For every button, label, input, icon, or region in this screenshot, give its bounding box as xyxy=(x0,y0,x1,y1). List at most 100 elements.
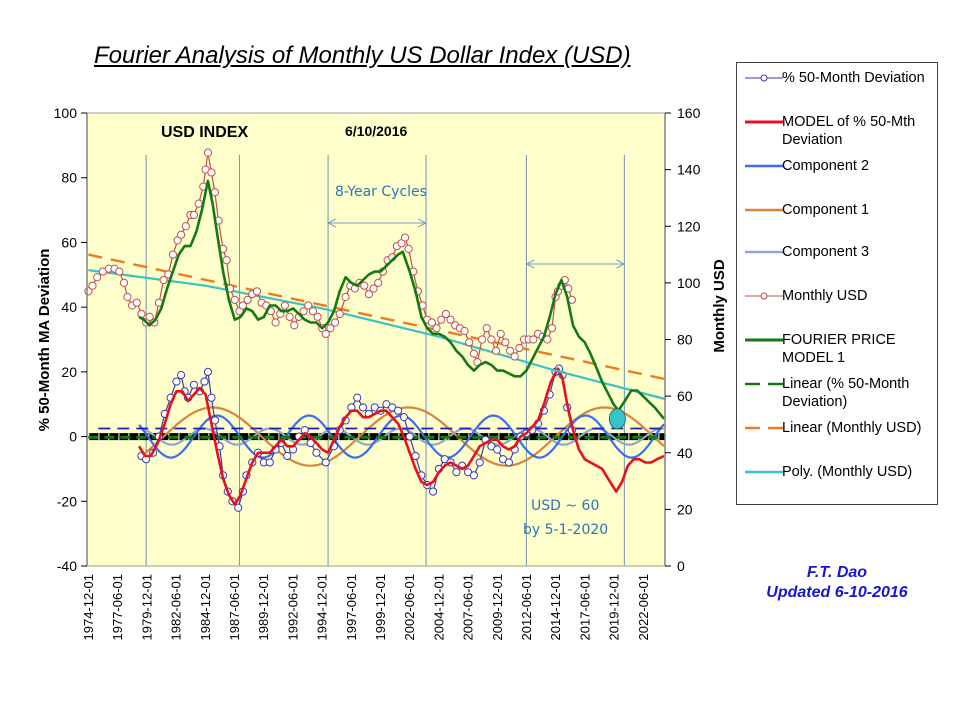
50-month-deviation-point xyxy=(207,393,216,402)
series-layer xyxy=(84,148,666,512)
monthly-usd-point xyxy=(374,278,383,287)
50-month-deviation-point xyxy=(399,413,408,422)
50-month-deviation-point xyxy=(353,393,362,402)
monthly-usd-point xyxy=(230,295,239,304)
monthly-usd-point xyxy=(168,250,178,259)
monthly-usd-point xyxy=(360,281,369,290)
legend-swatch xyxy=(745,164,783,168)
legend-label: Linear (% 50-Month Deviation) xyxy=(782,376,910,410)
50-month-deviation-point xyxy=(265,458,274,467)
y2-tick-label: 140 xyxy=(677,162,701,178)
author: F.T. Dao xyxy=(806,564,868,581)
monthly-usd-point xyxy=(496,329,505,338)
series-model-of-50-mth-deviation xyxy=(137,367,665,506)
legend-label: Component 2 xyxy=(782,158,870,174)
50-month-deviation-point xyxy=(475,458,484,467)
model-of-50-mth-deviation-line xyxy=(137,367,665,506)
legend-label: Poly. (Monthly USD) xyxy=(782,464,913,480)
legend-swatch xyxy=(745,338,783,342)
chart-title: Fourier Analysis of Monthly US Dollar In… xyxy=(94,42,631,69)
monthly-usd-point xyxy=(477,335,487,344)
x-tick-label: 2017-06-01 xyxy=(577,574,592,641)
legend: % 50-Month Deviation MODEL of % 50-Mth De… xyxy=(736,62,938,505)
y-tick-label: 80 xyxy=(61,170,77,186)
x-tick-label: 2004-12-01 xyxy=(431,574,446,641)
monthly-usd-point xyxy=(177,230,186,239)
x-tick-label: 2007-06-01 xyxy=(461,574,476,641)
legend-label: MODEL of % 50-Mth Deviation xyxy=(782,114,916,148)
legend-label: Monthly USD xyxy=(782,288,868,304)
monthly-usd-point xyxy=(115,267,124,276)
y2-tick-label: 160 xyxy=(677,105,701,121)
y-tick-label: -40 xyxy=(57,558,77,574)
legend-swatch xyxy=(745,74,783,82)
x-tick-label: 1977-06-01 xyxy=(110,574,125,641)
y-tick-label: 40 xyxy=(61,299,77,315)
monthly-usd-point xyxy=(194,199,203,208)
50-month-deviation-point xyxy=(172,377,181,386)
monthly-usd-point xyxy=(93,273,102,282)
poly-monthly-usd-line xyxy=(88,269,666,401)
50-month-deviation-point xyxy=(405,432,414,441)
50-month-deviation-point xyxy=(504,458,513,467)
x-tick-label: 1999-12-01 xyxy=(373,574,388,641)
50-month-deviation-point xyxy=(321,458,330,467)
50-month-deviation-point xyxy=(283,451,292,461)
y-axis-label: % 50-Month MA Deviation xyxy=(36,249,53,432)
50-month-deviation-point xyxy=(393,406,403,415)
y-tick-label: 0 xyxy=(69,429,77,445)
monthly-usd-point xyxy=(132,298,141,307)
inner-title: USD INDEX xyxy=(161,124,248,141)
monthly-usd-point xyxy=(159,275,168,285)
monthly-usd-point xyxy=(290,321,299,330)
cycle-lines xyxy=(145,155,626,566)
arrow-head-left xyxy=(525,259,535,269)
legend-label: Component 3 xyxy=(782,244,870,260)
50-month-deviation-point xyxy=(203,367,213,376)
50-month-deviation-point xyxy=(358,403,368,412)
monthly-usd-point xyxy=(460,326,469,336)
monthly-usd-point xyxy=(341,292,350,302)
annotation-by-date: by 5-1-2020 xyxy=(523,522,608,538)
y-tick-label: 20 xyxy=(61,364,77,380)
monthly-usd-point xyxy=(446,315,455,324)
50-month-deviation-point xyxy=(428,487,438,496)
updated-date: Updated 6-10-2016 xyxy=(766,584,908,601)
legend-label: Component 1 xyxy=(782,202,870,218)
y-tick-label: -20 xyxy=(57,493,77,509)
cycle-arrow-1 xyxy=(326,218,428,228)
x-tick-label: 1997-06-01 xyxy=(344,574,359,641)
y-tick-label: 100 xyxy=(54,105,78,121)
monthly-usd-point xyxy=(505,346,515,355)
monthly-usd-point xyxy=(482,324,491,333)
monthly-usd-point xyxy=(364,290,374,299)
monthly-usd-point xyxy=(88,281,97,290)
credit-block: F.T. Dao Updated 6-10-2016 xyxy=(736,563,938,603)
50-month-deviation-point xyxy=(312,448,321,457)
arrow-head-right xyxy=(616,259,626,269)
cycle-arrow-2 xyxy=(525,259,626,269)
monthly-usd-point xyxy=(515,343,524,353)
monthly-usd-point xyxy=(487,335,496,344)
50-month-deviation-point xyxy=(452,468,461,477)
50-month-deviation-point xyxy=(177,370,186,380)
50-month-deviation-point xyxy=(469,471,478,480)
monthly-usd-point xyxy=(432,324,441,333)
x-tick-label: 1982-06-01 xyxy=(169,574,184,641)
legend-swatch xyxy=(745,292,783,300)
annotation-usd-60: USD ~ 60 xyxy=(531,498,599,514)
monthly-usd-point xyxy=(189,210,199,220)
monthly-usd-point xyxy=(123,292,132,302)
monthly-usd-point xyxy=(313,312,322,321)
target-marker xyxy=(608,408,626,430)
monthly-usd-point xyxy=(203,148,213,157)
legend-swatch xyxy=(745,470,783,474)
series-monthly-usd xyxy=(84,148,576,367)
monthly-usd-point xyxy=(437,315,446,324)
monthly-usd-point xyxy=(285,312,294,321)
monthly-usd-point xyxy=(501,338,510,347)
50-month-deviation-point xyxy=(493,445,502,454)
monthly-usd-point xyxy=(369,284,378,293)
arrow-head-left xyxy=(326,218,337,228)
monthly-usd-point xyxy=(210,188,220,197)
